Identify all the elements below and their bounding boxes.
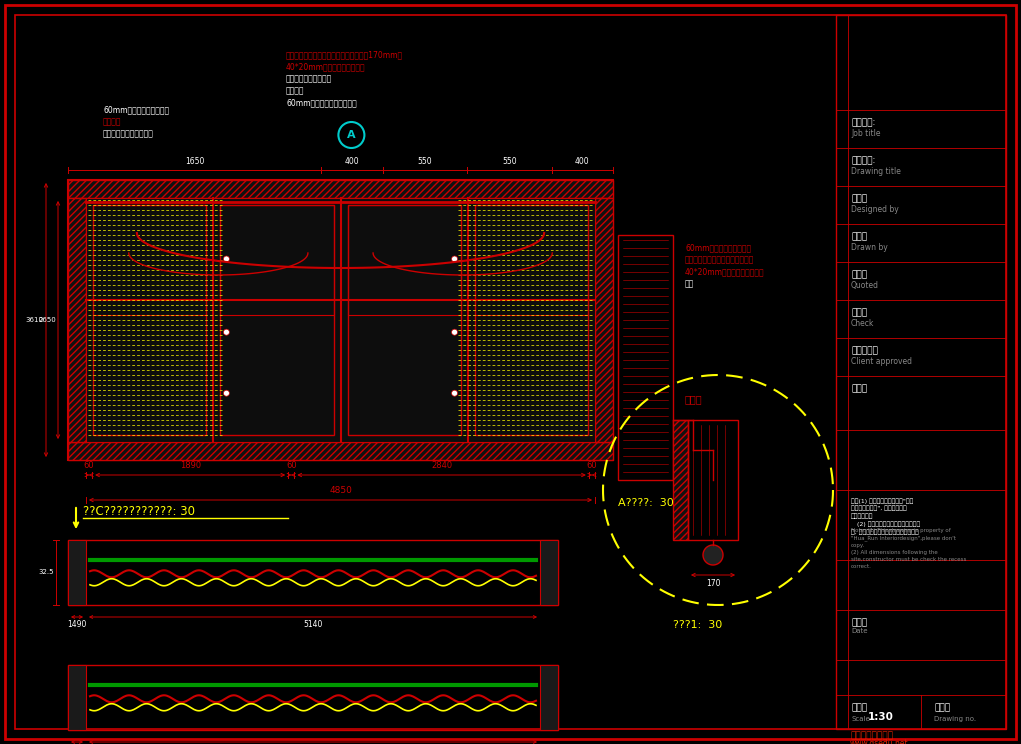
Text: 绘图：: 绘图： [850,232,867,241]
Bar [540,665,558,730]
Bar [673,420,688,540]
Circle shape [224,329,230,336]
Text: Date: Date [850,628,868,634]
Text: 5140: 5140 [303,620,323,629]
Bar [93,205,206,315]
Text: Quoted: Quoted [850,281,879,290]
Bar [347,205,460,315]
Text: Job title: Job title [850,129,880,138]
Text: Designed by: Designed by [850,205,898,214]
Text: 实木线刷板（业主自购）: 实木线刷板（业主自购） [103,129,154,138]
Text: 图号：: 图号： [934,703,951,712]
Text: 工程名称:: 工程名称: [850,118,875,127]
Text: 550: 550 [418,157,432,166]
Text: A????:  30: A????: 30 [618,498,674,508]
Text: 业主认可：: 业主认可： [850,346,878,355]
Bar [68,180,613,460]
Text: 1:30: 1:30 [868,712,893,722]
Bar [540,540,558,605]
Text: 顶棚做法: 顶棚做法 [103,117,121,126]
Bar [221,205,334,315]
Text: 预算：: 预算： [850,270,867,279]
Text: 窗帘金水鱼骨饰面板喷白色木制楣（厚约170mm）: 窗帘金水鱼骨饰面板喷白色木制楣（厚约170mm） [286,50,403,59]
Text: A: A [347,130,355,140]
Circle shape [703,545,723,565]
Text: 3610: 3610 [25,317,43,323]
Bar [86,198,595,442]
Bar [836,15,1006,729]
Bar [618,235,673,480]
Text: 60: 60 [587,461,597,470]
Text: 40*20mm实木线刷白色木制楣: 40*20mm实木线刷白色木制楣 [286,62,366,71]
Circle shape [224,256,230,262]
Text: 2840: 2840 [431,461,452,470]
Bar [347,205,460,435]
Text: 60mm石膏线刷白色乳胶漆: 60mm石膏线刷白色乳胶漆 [685,243,751,252]
Text: 400: 400 [345,157,359,166]
Text: www.qsedu.net: www.qsedu.net [850,739,909,744]
Bar [221,205,334,435]
Text: 日期：: 日期： [850,618,867,627]
Text: 60: 60 [286,461,296,470]
Bar [68,540,558,605]
Bar [68,198,86,442]
Text: 60mm石膏线刷白色乳胶漆: 60mm石膏线刷白色乳胶漆 [103,105,169,114]
Bar [68,665,86,730]
Text: ???1:  30: ???1: 30 [674,620,723,630]
Text: 1650: 1650 [185,157,204,166]
Circle shape [451,329,457,336]
Bar [68,198,86,442]
Text: 审核：: 审核： [850,308,867,317]
Bar [688,420,738,540]
Bar [595,198,613,442]
Bar [68,442,613,460]
Text: 60: 60 [84,461,94,470]
Text: Drawing no.: Drawing no. [934,716,976,722]
Text: Drawn by: Drawn by [850,243,887,252]
Text: 400: 400 [575,157,589,166]
Bar [475,205,588,435]
Text: 备注：: 备注： [850,384,867,393]
Text: 60mm矢水窗楣（业主自购）: 60mm矢水窗楣（业主自购） [286,98,356,107]
Circle shape [451,256,457,262]
Text: 窗帘金水鱼骨饰面板喷白色木制楣: 窗帘金水鱼骨饰面板喷白色木制楣 [685,255,755,264]
Text: Scale: Scale [850,716,870,722]
Text: 40*20mm实木线刷白色木制楣: 40*20mm实木线刷白色木制楣 [685,267,765,276]
Text: Note: (1) This drawing is property of
"Hua_Run Interiordesign",please don't
copy: Note: (1) This drawing is property of "H… [850,528,966,568]
Bar [68,180,613,198]
Text: 32.5: 32.5 [39,569,54,576]
Text: 4850: 4850 [329,486,352,495]
Text: 搁置位: 搁置位 [685,394,702,404]
Text: 窗宽尺位: 窗宽尺位 [286,86,304,95]
Bar [595,198,613,442]
Bar [68,180,613,198]
Bar [673,420,688,540]
Text: Drawing title: Drawing title [850,167,901,176]
Text: 1890: 1890 [180,461,201,470]
Bar [475,205,588,315]
Text: 170: 170 [706,579,720,588]
Text: 设计：: 设计： [850,194,867,203]
Text: 1490: 1490 [67,620,87,629]
Circle shape [224,390,230,397]
Text: 注：(1) 本图纸知识产权属于"华润
居装饰有限公司", 任何人不得随
意复制使用。
   (2) 所有标注尺寸对实际装修制定为
准, 施工者要按工地实量尺寸进: 注：(1) 本图纸知识产权属于"华润 居装饰有限公司", 任何人不得随 意复制使… [850,498,920,535]
Text: 齐生设计职业学校: 齐生设计职业学校 [850,731,893,740]
Text: 图纸名称:: 图纸名称: [850,156,875,165]
Circle shape [451,390,457,397]
Bar [68,665,558,730]
Text: 窗帘: 窗帘 [685,279,694,288]
Bar [68,540,86,605]
Text: 2650: 2650 [38,317,56,323]
Bar [93,205,206,435]
Text: 参考窗帘（业主自购）: 参考窗帘（业主自购） [286,74,332,83]
Bar [68,442,613,460]
Text: ??C???????????: 30: ??C???????????: 30 [83,505,195,518]
Text: Check: Check [850,319,874,328]
Text: Client approved: Client approved [850,357,912,366]
Text: 550: 550 [502,157,517,166]
Text: 比例：: 比例： [850,703,867,712]
